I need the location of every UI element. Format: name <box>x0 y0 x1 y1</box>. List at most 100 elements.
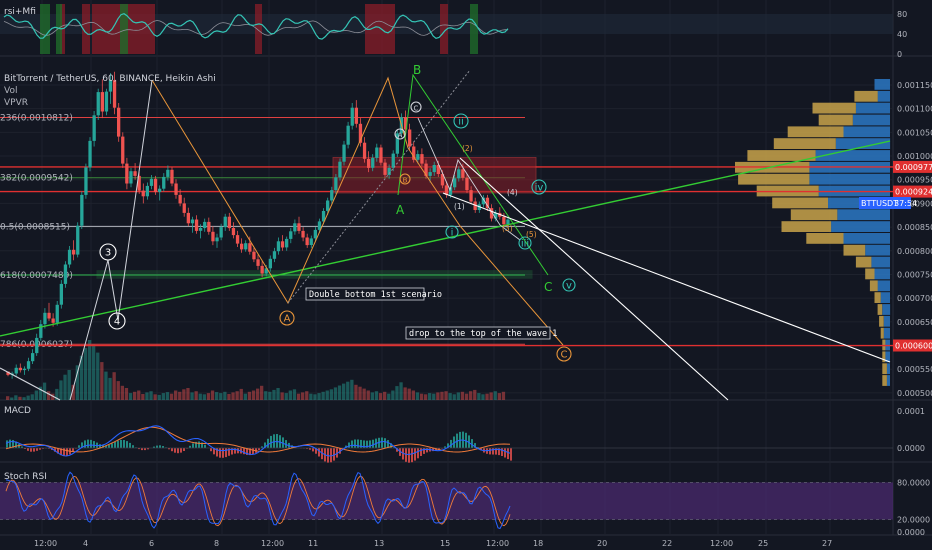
rsi-tick-label: 80 <box>897 10 907 19</box>
volume-bar <box>215 392 219 400</box>
wave-circle <box>556 346 572 362</box>
candle <box>84 163 88 199</box>
candle-body <box>182 203 186 213</box>
macd-histogram-bar <box>219 448 221 458</box>
vpvr-down-bar <box>843 126 890 138</box>
macd-histogram-bar <box>198 441 200 448</box>
candle-body <box>420 154 424 164</box>
macd-histogram-bar <box>360 439 362 448</box>
candle-body <box>121 136 125 164</box>
candle-body <box>371 157 375 168</box>
candle <box>494 210 498 222</box>
wave-label-green-b: B <box>413 63 421 77</box>
wave-label-green-a: A <box>396 203 405 217</box>
candle-body <box>35 337 39 354</box>
volume-bar <box>247 391 252 400</box>
candle <box>162 173 166 192</box>
volume-bar <box>473 389 477 400</box>
candle <box>55 301 59 326</box>
volume-bar <box>370 392 374 400</box>
vpvr-up-bar <box>880 327 884 339</box>
macd-histogram-bar <box>453 436 455 448</box>
candle-body <box>207 221 211 232</box>
macd-histogram-bar <box>501 448 503 456</box>
candle <box>375 143 379 162</box>
volume-bar <box>206 393 211 400</box>
candle <box>207 217 211 235</box>
macd-histogram-bar <box>6 440 8 448</box>
macd-histogram-bar <box>267 438 269 448</box>
candle-body <box>481 197 485 205</box>
candle-body <box>174 183 178 195</box>
macd-histogram-bar <box>396 448 398 452</box>
candle <box>305 233 309 248</box>
volume-bar <box>321 391 325 400</box>
fib-label: 236(0.0010812) <box>0 114 73 124</box>
macd-histogram-bar <box>312 448 314 452</box>
candle-body <box>285 238 289 248</box>
volume-bar <box>223 391 227 400</box>
candle-body <box>317 221 322 230</box>
candle-body <box>326 200 330 211</box>
macd-histogram-bar <box>114 442 116 448</box>
candle <box>104 88 109 116</box>
candle <box>166 165 170 181</box>
candle <box>14 364 18 376</box>
volume-bar <box>243 393 247 400</box>
volume-bar <box>317 393 321 400</box>
candle <box>96 88 100 120</box>
candle <box>371 154 375 172</box>
macd-histogram-bar <box>468 435 470 448</box>
vpvr-down-bar <box>809 173 890 185</box>
macd-histogram-bar <box>225 448 227 458</box>
vpvr-down-bar <box>815 150 890 161</box>
candle <box>502 212 506 228</box>
volume-bar <box>202 394 206 400</box>
macd-histogram-bar <box>474 443 476 448</box>
macd-histogram-bar <box>264 442 266 448</box>
dotted-projection <box>287 69 471 304</box>
volume-bar <box>342 383 346 400</box>
candle-body <box>432 165 436 173</box>
candle-body <box>100 92 104 112</box>
macd-histogram-bar <box>309 448 311 450</box>
vpvr-up-bar <box>879 315 884 327</box>
volume-bar <box>34 390 38 400</box>
macd-histogram-bar <box>228 448 230 456</box>
macd-histogram-bar <box>192 443 194 448</box>
candle-body <box>428 172 432 176</box>
macd-histogram-bar <box>387 440 389 448</box>
volume-bar <box>280 392 284 400</box>
macd-histogram-bar <box>384 438 386 448</box>
wave-circle <box>279 310 295 326</box>
volume-bar <box>88 340 92 400</box>
macd-histogram-bar <box>90 439 92 448</box>
macd-histogram-bar <box>66 448 68 456</box>
orange-c-projection <box>407 147 564 346</box>
volume-bar <box>260 385 264 400</box>
candle <box>272 247 277 263</box>
macd-histogram-bar <box>78 445 80 448</box>
macd-histogram-bar <box>39 448 41 450</box>
macd-histogram-bar <box>57 448 59 454</box>
volume-bar <box>239 388 243 400</box>
candle <box>285 236 289 251</box>
candle-body <box>6 371 10 375</box>
candle <box>289 228 293 244</box>
candle-body <box>268 258 272 269</box>
macd-histogram-bar <box>183 448 185 451</box>
x-tick-label: 12:00 <box>34 539 57 548</box>
candle <box>215 233 219 248</box>
macd-histogram-bar <box>123 440 125 448</box>
macd-histogram-bar <box>498 448 500 456</box>
volume-bar <box>501 391 506 400</box>
volume-bar <box>227 394 231 400</box>
wave-circle <box>108 312 126 330</box>
candle-body <box>88 140 92 168</box>
candle <box>379 144 383 166</box>
volume-bar <box>354 384 358 400</box>
candle-body <box>473 201 477 210</box>
macd-histogram-bar <box>15 441 17 448</box>
candle <box>461 163 465 181</box>
